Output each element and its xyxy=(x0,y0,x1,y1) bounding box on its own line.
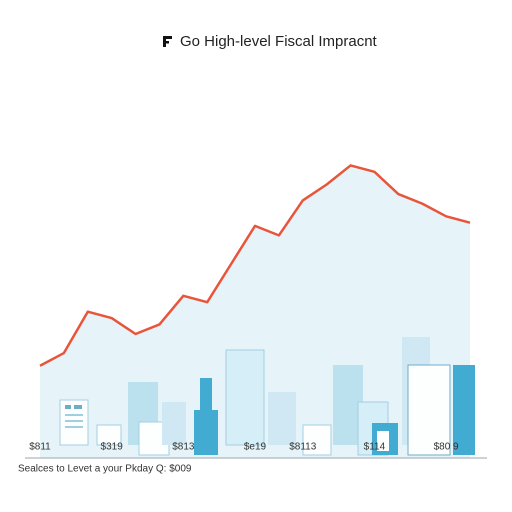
x-tick-label: $811 xyxy=(29,442,51,453)
line xyxy=(39,164,471,367)
footer: Sealces to Levet a your Pkday Q: $009 xyxy=(18,464,192,475)
title-icon xyxy=(163,36,172,47)
x-tick-label: $e19 xyxy=(244,442,267,453)
x-tick-label: $114 xyxy=(364,442,386,453)
x-tick-label: $8113 xyxy=(289,442,317,453)
x-tick-label: $319 xyxy=(101,442,124,453)
chart-title: Go High-level Fiscal Impracnt xyxy=(180,33,378,50)
x-tick-label: $80 9 xyxy=(434,442,459,453)
x-tick-label: $813 xyxy=(172,442,195,453)
city-illustration xyxy=(59,337,475,456)
